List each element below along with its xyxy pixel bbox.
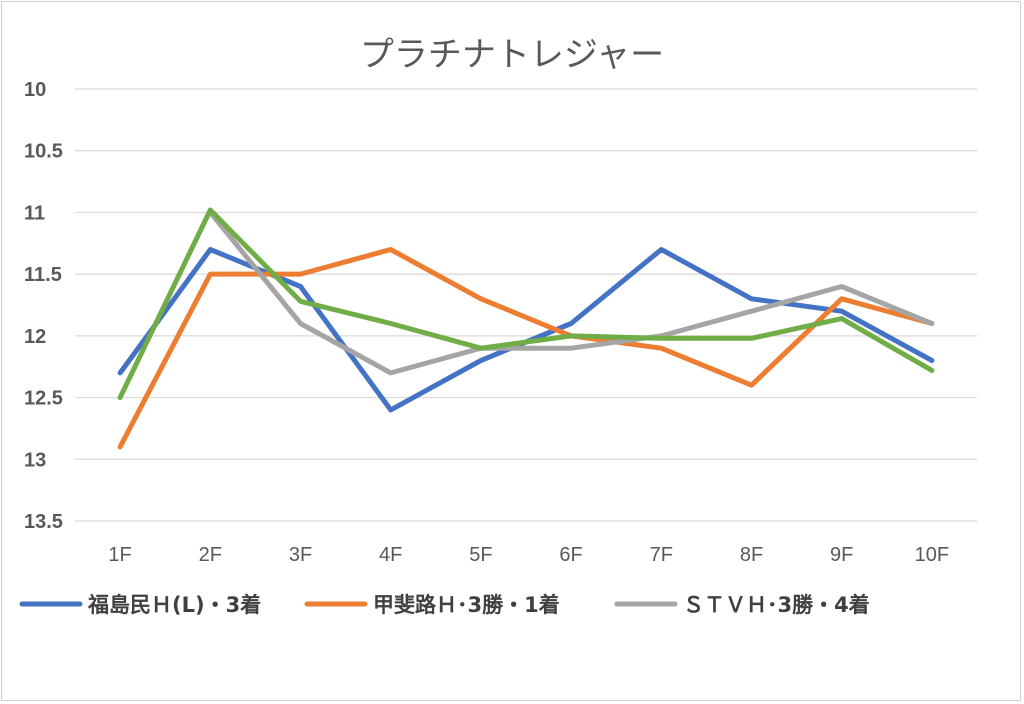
y-tick-label: 10.5 xyxy=(24,141,63,163)
x-tick-label: 1F xyxy=(108,544,131,566)
y-tick-label: 12.5 xyxy=(24,388,63,410)
x-axis-ticks: 1F 2F 3F 4F 5F 6F 7F 8F 9F 10F xyxy=(108,544,949,566)
x-tick-label: 4F xyxy=(379,544,402,566)
legend-label: ＳＴＶＨ･3勝・4着 xyxy=(683,593,870,617)
x-tick-label: 8F xyxy=(740,544,763,566)
x-tick-label: 7F xyxy=(650,544,673,566)
series-lines xyxy=(120,210,932,447)
y-tick-label: 11.5 xyxy=(24,264,62,286)
gridlines xyxy=(75,89,977,521)
x-tick-label: 5F xyxy=(469,544,492,566)
x-tick-label: 10F xyxy=(915,544,949,566)
chart-title: プラチナトレジャー xyxy=(360,35,664,75)
x-tick-label: 3F xyxy=(289,544,312,566)
x-tick-label: 9F xyxy=(830,544,853,566)
y-tick-label: 11 xyxy=(24,202,45,224)
y-tick-label: 12 xyxy=(24,326,46,348)
y-tick-label: 13.5 xyxy=(24,511,63,533)
legend-label: 福島民Ｈ(L)・3着 xyxy=(87,593,261,617)
x-tick-label: 2F xyxy=(199,544,222,566)
legend: 福島民Ｈ(L)・3着 甲斐路Ｈ･3勝・1着 ＳＴＶＨ･3勝・4着 xyxy=(22,593,870,617)
y-tick-label: 10 xyxy=(24,79,46,101)
y-tick-label: 13 xyxy=(24,449,46,471)
series-line-3 xyxy=(210,212,932,373)
y-axis-ticks: 10 10.5 11 11.5 12 12.5 13 13.5 xyxy=(24,79,63,533)
series-line-4 xyxy=(120,210,932,398)
legend-label: 甲斐路Ｈ･3勝・1着 xyxy=(373,593,560,617)
x-tick-label: 6F xyxy=(559,544,582,566)
